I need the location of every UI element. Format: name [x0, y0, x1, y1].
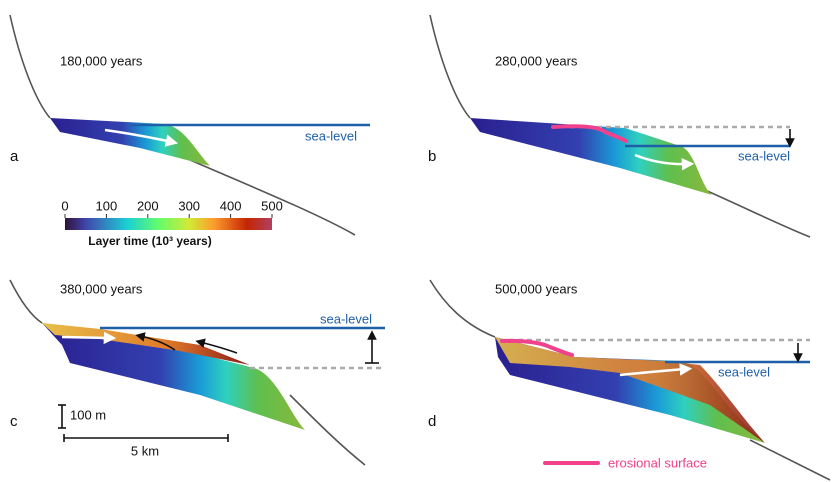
colorbar-tick-label: 400 — [220, 198, 242, 213]
vertical-scale-label: 100 m — [70, 407, 106, 422]
panel-label: c — [10, 413, 18, 430]
sea-level-label: sea-level — [738, 148, 790, 163]
colorbar-title: Layer time (10³ years) — [88, 234, 211, 248]
legend: erosional surface — [545, 455, 707, 470]
time-label: 280,000 years — [495, 53, 578, 68]
colorbar: 0 100 200 300 400 500 Layer time (10³ years) — [61, 198, 282, 248]
colorbar-tick-label: 100 — [96, 198, 118, 213]
figure: 180,000 years sea-level a 280,000 years … — [0, 0, 839, 482]
panel-label: b — [428, 148, 436, 165]
sea-level-label: sea-level — [305, 128, 357, 143]
colorbar-gradient — [65, 218, 272, 230]
sea-level-label: sea-level — [718, 364, 770, 379]
colorbar-tick-label: 0 — [61, 198, 68, 213]
colorbar-tick-label: 500 — [261, 198, 283, 213]
panel-label: d — [428, 413, 436, 430]
colorbar-tick-label: 300 — [178, 198, 200, 213]
colorbar-tick-label: 200 — [137, 198, 159, 213]
panel-b: 280,000 years sea-level b — [428, 15, 810, 237]
panel-c: 380,000 years sea-level c 100 m 5 km — [10, 280, 385, 465]
panel-label: a — [10, 148, 19, 165]
time-label: 500,000 years — [495, 281, 578, 296]
horizontal-scale-label: 5 km — [131, 443, 159, 458]
time-label: 180,000 years — [60, 53, 143, 68]
panel-d: 500,000 years sea-level d — [428, 280, 830, 480]
sea-level-label: sea-level — [320, 311, 372, 326]
flow-arrow — [62, 337, 110, 338]
legend-label: erosional surface — [608, 455, 707, 470]
time-label: 380,000 years — [60, 281, 143, 296]
deposit — [470, 118, 712, 195]
